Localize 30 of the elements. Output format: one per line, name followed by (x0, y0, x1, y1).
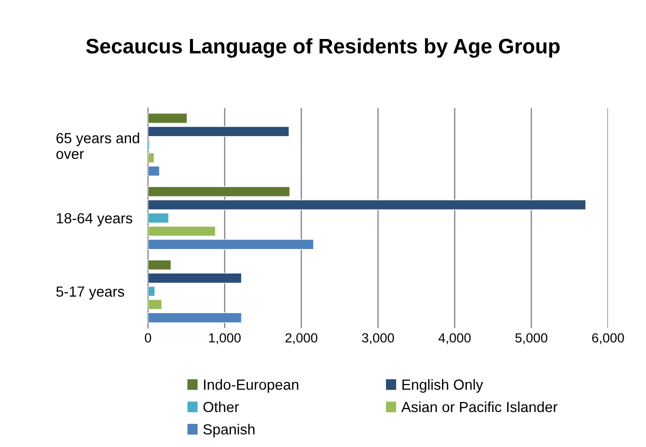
bar (148, 260, 172, 270)
x-tick-label: 3,000 (362, 333, 394, 344)
legend-label: Other (203, 401, 239, 412)
bar (148, 186, 290, 197)
bar (148, 312, 242, 324)
bar (148, 212, 170, 224)
legend-label: English Only (402, 379, 484, 393)
bar (148, 126, 290, 137)
bar (148, 286, 156, 297)
legend-label: Indo-European (204, 379, 298, 393)
chart-title: Secaucus Language of Residents by Age Group (86, 38, 560, 58)
x-tick-label: 6,000 (592, 333, 624, 344)
bar (148, 152, 154, 164)
y-tick-label: 18-64 years (56, 213, 132, 226)
bar (148, 166, 160, 176)
x-tick-label: 5,000 (515, 333, 548, 344)
bar (148, 239, 314, 250)
bar (148, 200, 586, 210)
bar (148, 272, 242, 284)
bar (148, 299, 162, 310)
x-tick-label: 0 (144, 333, 152, 343)
bar (148, 226, 216, 236)
x-tick-label: 2,000 (285, 333, 318, 344)
legend-label: Asian or Pacific Islander (401, 401, 558, 412)
x-tick-label: 1,000 (209, 333, 241, 344)
y-tick-label: 65 years and over (56, 132, 140, 160)
x-tick-label: 4,000 (438, 333, 471, 344)
bar (148, 112, 188, 124)
y-tick-label: 5-17 years (56, 286, 124, 300)
legend-label: Spanish (203, 424, 254, 438)
